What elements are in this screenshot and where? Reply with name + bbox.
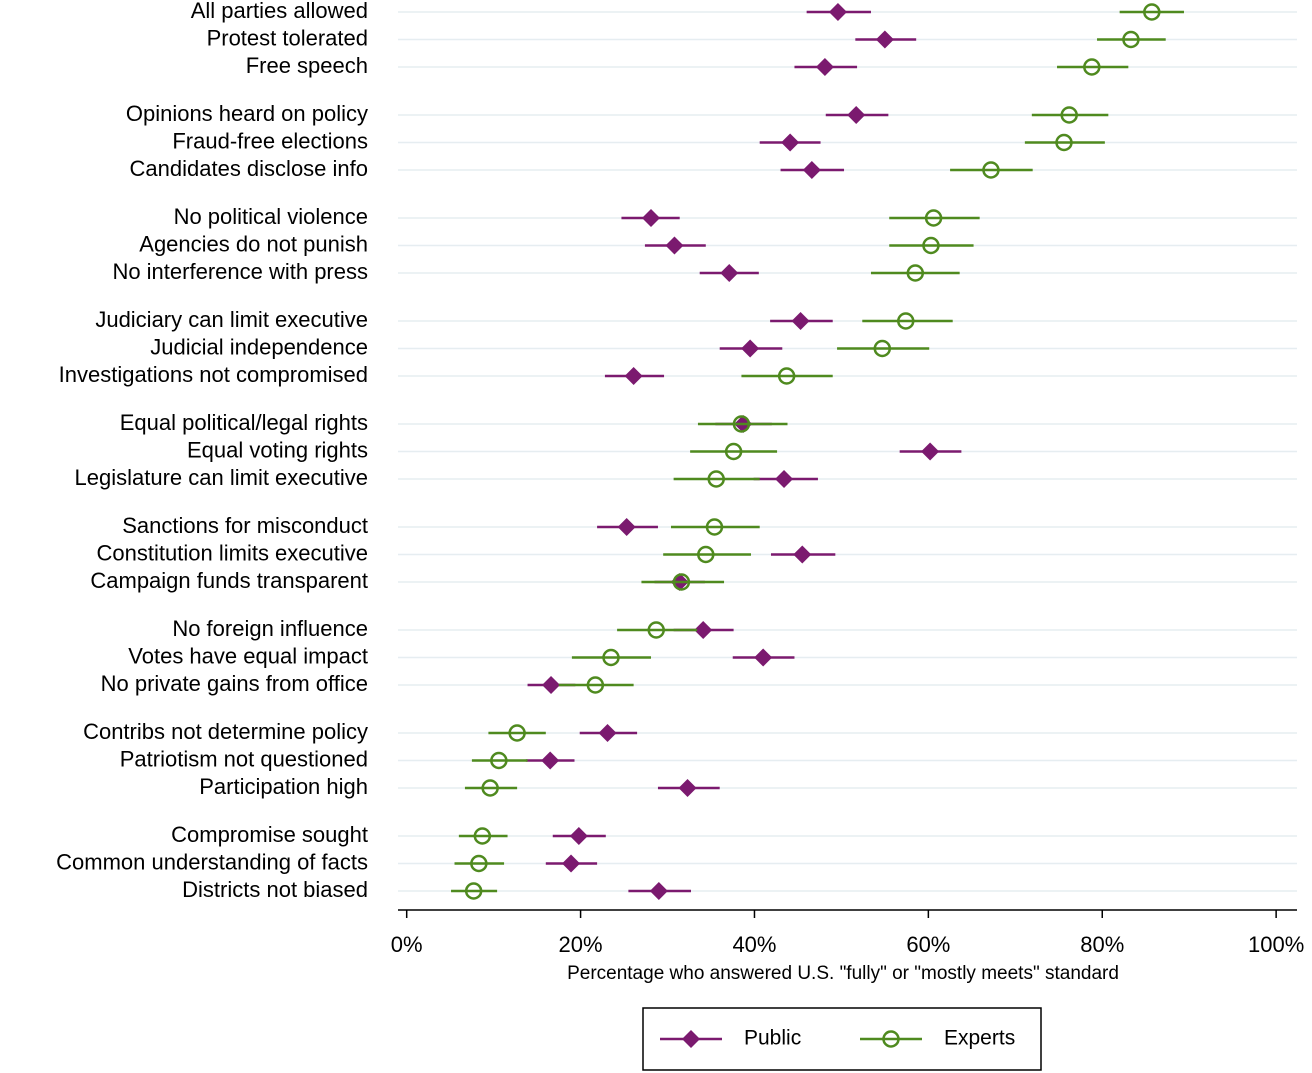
legend-box [642,1007,1042,1071]
category-label: Judiciary can limit executive [95,307,368,332]
point [598,724,617,742]
point [665,236,684,255]
point [541,751,560,770]
category-label: Campaign funds transparent [90,568,368,593]
category-label: Equal political/legal rights [120,410,368,435]
point [678,779,697,797]
point [982,161,1000,179]
point [793,545,812,564]
point [705,518,724,536]
point [694,621,713,639]
point [775,470,794,488]
category-label: Patriotism not questioned [120,746,368,771]
point [781,133,800,152]
point [624,367,643,385]
category-label: Candidates disclose info [130,156,368,181]
point [1055,133,1073,152]
point [569,827,588,845]
point [741,339,760,358]
x-tick-label: 60% [906,932,950,957]
point [873,339,892,358]
x-tick-label: 80% [1080,932,1124,957]
point [724,442,743,461]
x-tick-label: 0% [391,932,423,957]
point [754,648,773,667]
x-axis-title: Percentage who answered U.S. "fully" or … [567,963,1119,984]
category-label: Agencies do not punish [139,231,368,256]
legend-marker [682,1030,700,1048]
category-label: No political violence [174,204,368,229]
point [470,854,488,873]
point [1060,106,1078,124]
category-label: Equal voting rights [187,437,368,462]
point [732,415,751,433]
point [921,442,940,461]
legend-marker [882,1030,900,1048]
point [490,751,508,770]
category-label: Free speech [246,53,368,78]
point [802,161,821,179]
category-label: Investigations not compromised [59,362,368,387]
point [508,724,526,742]
point [1143,3,1161,21]
point [464,882,483,900]
point [924,209,943,227]
category-label: Participation high [199,774,368,799]
category-label: Legislature can limit executive [75,465,368,490]
legend-label: Experts [944,1027,1015,1050]
point [720,264,739,282]
point [847,106,866,124]
category-label: Fraud-free elections [172,128,368,153]
category-label: Opinions heard on policy [126,101,368,126]
category-label: Common understanding of facts [56,849,368,874]
point [815,58,834,76]
point [649,882,668,900]
point [777,367,796,385]
legend-label: Public [744,1027,801,1050]
x-tick-label: 20% [559,932,603,957]
point [542,676,561,694]
category-label: No interference with press [112,259,368,284]
point [647,621,665,639]
point [875,30,894,49]
category-label: Votes have equal impact [128,643,368,668]
category-label: No private gains from office [101,671,368,696]
x-tick-label: 100% [1248,932,1304,957]
point [791,312,810,330]
point [1083,58,1101,76]
point [906,264,925,282]
point [828,3,847,21]
point [707,470,725,488]
category-label: Constitution limits executive [97,540,368,565]
category-label: Districts not biased [182,877,368,902]
point [617,518,636,536]
x-tick-label: 40% [732,932,776,957]
point [642,209,661,227]
category-label: Judicial independence [150,334,368,359]
point [1122,30,1140,49]
category-label: Compromise sought [171,822,368,847]
point [586,676,605,694]
category-label: Protest tolerated [207,25,368,50]
point [897,312,915,330]
category-label: All parties allowed [191,0,368,23]
point [562,854,581,873]
category-label: Contribs not determine policy [83,719,368,744]
point [602,648,620,667]
point [672,573,691,591]
point [473,827,492,845]
point [697,545,715,564]
category-label: Sanctions for misconduct [122,513,368,538]
category-label: No foreign influence [172,616,368,641]
point [481,779,499,797]
point [922,236,940,255]
